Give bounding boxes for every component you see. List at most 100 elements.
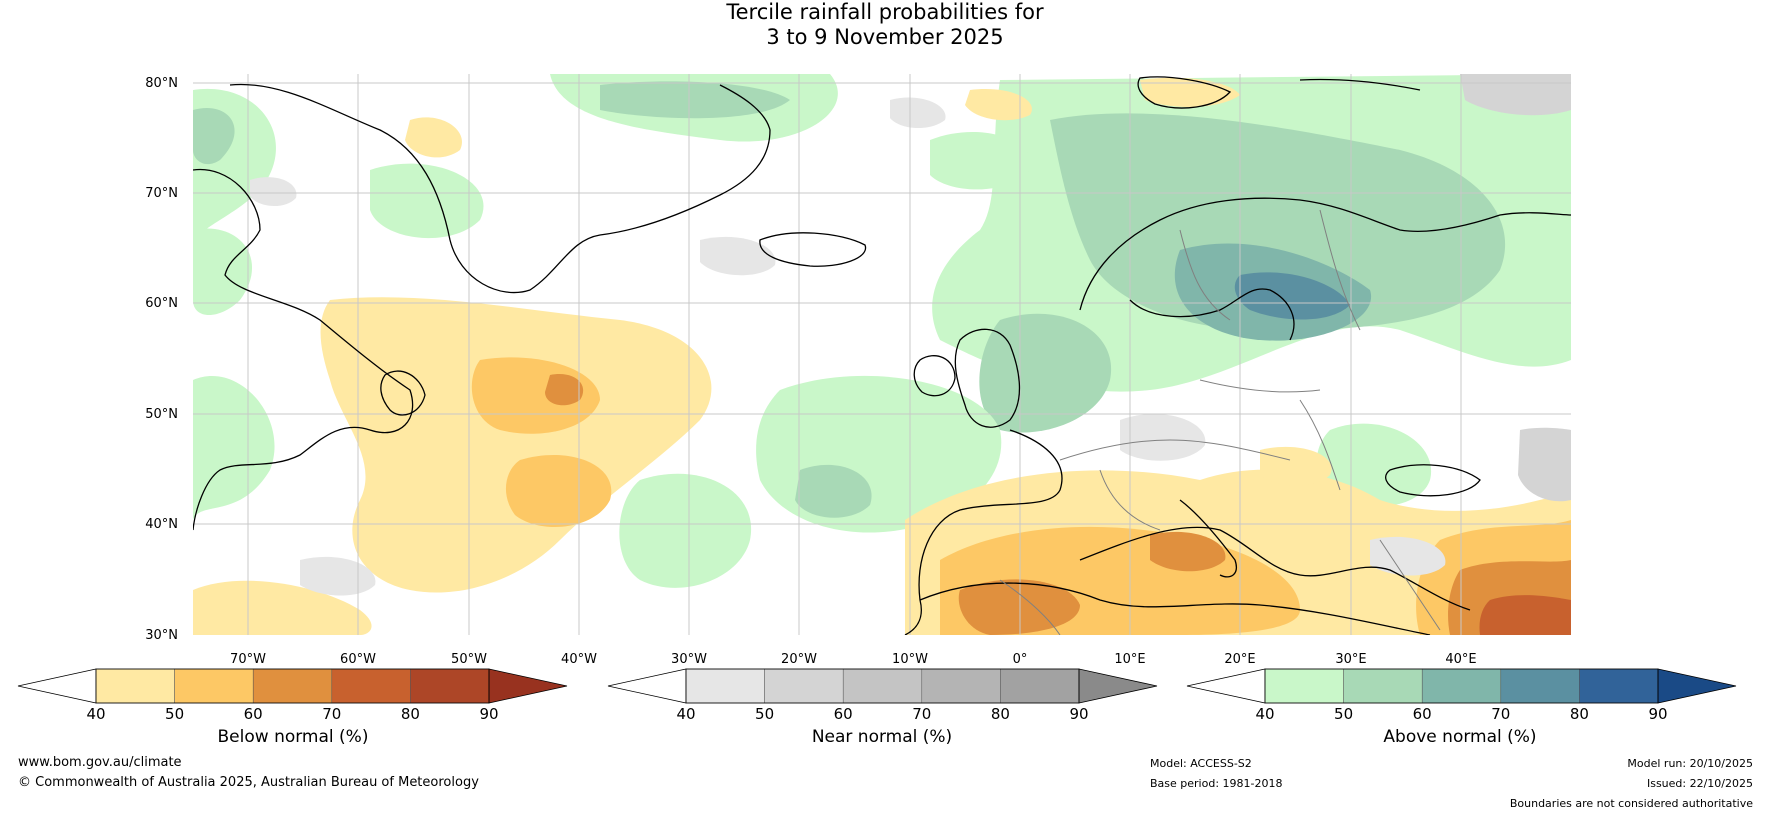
- footer-url: www.bom.gov.au/climate: [18, 755, 182, 770]
- footer-model-run: Model run: 20/10/2025: [1627, 757, 1753, 770]
- lat-label: 40°N: [145, 517, 178, 532]
- colorbar-label-above: Above normal (%): [1383, 727, 1537, 747]
- colorbar-tick-label: 60: [834, 705, 853, 723]
- lat-label: 30°N: [145, 628, 178, 643]
- colorbar-segment: [1343, 668, 1423, 704]
- colorbar-segment: [252, 668, 333, 704]
- colorbar-outline: [95, 668, 490, 704]
- colorbar-max-extension: [1078, 668, 1158, 704]
- british-isles-coast: [954, 328, 1021, 428]
- colorbar-tick-label: 40: [676, 705, 695, 723]
- national-borders: [999, 209, 1441, 635]
- colorbar-tick-label: 90: [479, 705, 498, 723]
- colorbar-tick-label: 40: [86, 705, 105, 723]
- colorbar-above-normal: 40 50 60 70 80 90: [1186, 668, 1737, 723]
- above-normal-field: [193, 74, 1571, 588]
- colorbar-tick-label: 50: [755, 705, 774, 723]
- lat-label: 50°N: [145, 407, 178, 422]
- coastlines: [193, 76, 1571, 635]
- colorbar-segment: [331, 668, 411, 704]
- colorbar-label-near: Near normal (%): [811, 727, 953, 747]
- colorbar-segment: [410, 668, 490, 704]
- colorbar-outline: [1264, 668, 1659, 704]
- lon-label: 10°E: [1114, 652, 1145, 667]
- lon-label: 30°E: [1335, 652, 1366, 667]
- colorbar-max-extension: [1657, 668, 1737, 704]
- lon-label: 20°W: [781, 652, 817, 667]
- colorbar-min-extension: [1186, 668, 1266, 704]
- latitude-labels: 80°N 70°N 60°N 50°N 40°N 30°N: [145, 76, 178, 643]
- lon-label: 50°W: [451, 652, 487, 667]
- colorbar-below-normal: 40 50 60 70 80 90: [17, 668, 568, 723]
- title-line-1: Tercile rainfall probabilities for: [726, 0, 1044, 24]
- colorbar-segment: [764, 668, 844, 704]
- colorbar-min-extension: [17, 668, 97, 704]
- colorbar-label-below: Below normal (%): [217, 727, 369, 747]
- colorbar-tick-label: 90: [1069, 705, 1088, 723]
- greenland-coast: [229, 83, 771, 294]
- colorbar-segment: [842, 668, 923, 704]
- colorbar-tick-label: 60: [244, 705, 263, 723]
- colorbar-segment: [921, 668, 1001, 704]
- colorbar-tick-label: 70: [912, 705, 931, 723]
- lat-label: 60°N: [145, 296, 178, 311]
- map-area: [193, 74, 1571, 635]
- africa-coast: [919, 582, 1431, 635]
- colorbar-tick-label: 60: [1413, 705, 1432, 723]
- colorbar-tick-label: 40: [1255, 705, 1274, 723]
- footer-issued: Issued: 22/10/2025: [1646, 777, 1753, 790]
- longitude-labels: 70°W 60°W 50°W 40°W 30°W 20°W 10°W 0° 10…: [230, 652, 1477, 667]
- colorbar-tick-label: 80: [1570, 705, 1589, 723]
- colorbar-segment: [1264, 668, 1344, 704]
- iceland-coast: [759, 232, 867, 267]
- footer-disclaimer: Boundaries are not considered authoritat…: [1509, 797, 1753, 810]
- lon-label: 40°E: [1445, 652, 1476, 667]
- near-normal-field: [250, 74, 1571, 596]
- colorbar-segment: [1421, 668, 1502, 704]
- colorbar-max-extension: [488, 668, 568, 704]
- lon-label: 70°W: [230, 652, 266, 667]
- lon-label: 30°W: [671, 652, 707, 667]
- footer-base-period: Base period: 1981-2018: [1150, 777, 1283, 790]
- colorbar-segment: [1500, 668, 1580, 704]
- north-america-coast: [193, 168, 414, 531]
- lon-label: 10°W: [892, 652, 928, 667]
- ireland-coast: [913, 355, 956, 397]
- lon-label: 0°: [1013, 652, 1028, 667]
- colorbar-tick-label: 50: [1334, 705, 1353, 723]
- colorbar-segment: [1000, 668, 1080, 704]
- colorbar-outline: [685, 668, 1080, 704]
- colorbar-tick-label: 70: [322, 705, 341, 723]
- scandinavia-coast: [1079, 197, 1571, 311]
- colorbar-tick-label: 70: [1491, 705, 1510, 723]
- colorbar-segment: [685, 668, 765, 704]
- colorbar-segment: [95, 668, 175, 704]
- novaya-zemlya-coast: [1299, 78, 1421, 91]
- svalbard-coast: [1137, 76, 1232, 109]
- footer-model: Model: ACCESS-S2: [1150, 757, 1252, 770]
- footer-copyright: © Commonwealth of Australia 2025, Austra…: [18, 775, 479, 790]
- lat-label: 70°N: [145, 186, 178, 201]
- colorbar-near-normal: 40 50 60 70 80 90: [607, 668, 1158, 723]
- black-sea-coast: [1385, 464, 1481, 497]
- below-normal-field: [193, 77, 1571, 635]
- europe-coast: [904, 429, 1063, 635]
- chart-title: Tercile rainfall probabilities for 3 to …: [0, 0, 1770, 50]
- colorbar-tick-label: 90: [1648, 705, 1667, 723]
- italy-coast: [1179, 499, 1237, 578]
- baltic-coast: [1129, 288, 1295, 341]
- title-line-2: 3 to 9 November 2025: [766, 25, 1004, 49]
- lat-label: 80°N: [145, 76, 178, 91]
- colorbar-min-extension: [607, 668, 687, 704]
- colorbar-tick-label: 80: [991, 705, 1010, 723]
- colorbar-tick-label: 50: [165, 705, 184, 723]
- newfoundland-coast: [380, 370, 426, 416]
- colorbar-segment: [174, 668, 254, 704]
- graticule: [193, 74, 1571, 635]
- colorbar-segment: [1579, 668, 1659, 704]
- lon-label: 60°W: [340, 652, 376, 667]
- lon-label: 20°E: [1224, 652, 1255, 667]
- colorbar-tick-label: 80: [401, 705, 420, 723]
- lon-label: 40°W: [561, 652, 597, 667]
